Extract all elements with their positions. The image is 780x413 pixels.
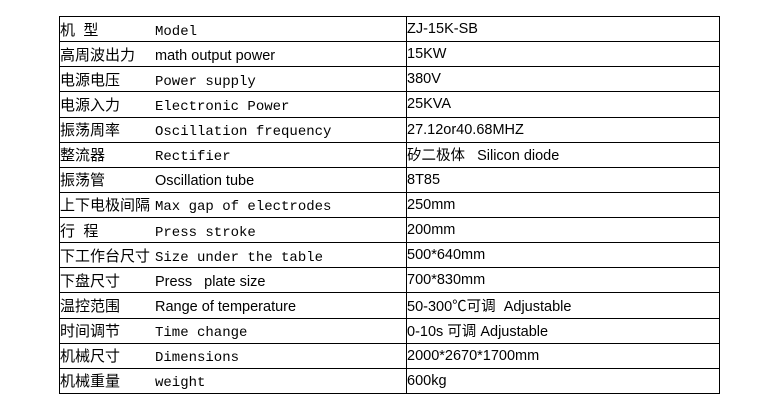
table-row-electrode-gap: 上下电极间隔 Max gap of electrodes 250mm [59, 191, 720, 219]
spec-label-cn: 振荡周率 [60, 122, 121, 140]
spec-value: 500*640mm [407, 247, 486, 264]
spec-label-cn: 机械尺寸 [60, 348, 121, 366]
spec-value: 0-10s 可调 Adjustable [407, 324, 549, 341]
spec-value-cell: 15KW [406, 41, 720, 68]
spec-value-cell: 250mm [406, 191, 720, 219]
table-row-model: 机 型 Model ZJ-15K-SB [59, 15, 720, 43]
spec-label-cn: 整流器 [60, 147, 106, 165]
spec-label-cn: 振荡管 [60, 172, 106, 190]
spec-label-cn: 行 程 [60, 222, 99, 240]
spec-label-en: weight [155, 375, 206, 392]
table-row-power-supply: 电源电压 Power supply 380V [59, 66, 720, 93]
spec-value-cell: 2000*2670*1700mm [406, 342, 720, 369]
spec-label-en: Rectifier [155, 149, 231, 166]
spec-label-cn: 上下电极间隔 [60, 197, 151, 215]
spec-label-cell: 整流器 Rectifier [59, 141, 407, 168]
table-row-output-power: 高周波出力 math output power 15KW [59, 41, 720, 68]
spec-label-cell: 机械重量 weight [59, 367, 407, 395]
spec-value: 600kg [407, 372, 447, 389]
table-row-press-plate-size: 下盘尺寸 Press plate size 700*830mm [59, 267, 720, 294]
spec-value-cell: 200mm [406, 216, 720, 244]
spec-label-en: Dimensions [155, 350, 240, 367]
spec-table: 机 型 Model ZJ-15K-SB 高周波出力 math output powe… [59, 15, 720, 395]
spec-label-cn: 电源电压 [60, 71, 121, 89]
spec-label-cell: 高周波出力 math output power [59, 41, 407, 68]
spec-label-en: Max gap of electrodes [155, 199, 332, 216]
spec-label-cell: 上下电极间隔 Max gap of electrodes [59, 191, 407, 219]
spec-value: 50-300℃可调 Adjustable [407, 298, 572, 315]
spec-value-cell: 700*830mm [406, 267, 720, 294]
spec-label-cell: 下工作台尺寸 Size under the table [59, 242, 407, 269]
table-row-electronic-power: 电源入力 Electronic Power 25KVA [59, 91, 720, 118]
spec-value-cell: ZJ-15K-SB [406, 15, 720, 43]
table-row-weight: 机械重量 weight 600kg [59, 367, 720, 395]
spec-value-cell: 25KVA [406, 91, 720, 118]
table-row-press-stroke: 行 程 Press stroke 200mm [59, 216, 720, 244]
spec-value-cell: 矽二极体 Silicon diode [406, 141, 720, 168]
spec-label-en: Oscillation tube [155, 173, 255, 190]
spec-value: 250mm [407, 196, 456, 213]
spec-label-cn: 下盘尺寸 [60, 272, 121, 290]
spec-value: 15KW [407, 46, 447, 63]
spec-label-cn: 机械重量 [60, 373, 121, 391]
spec-label-cn: 高周波出力 [60, 46, 136, 64]
spec-label-cell: 下盘尺寸 Press plate size [59, 267, 407, 294]
spec-label-cell: 行 程 Press stroke [59, 216, 407, 244]
spec-label-cn: 时间调节 [60, 323, 121, 341]
spec-value-cell: 50-300℃可调 Adjustable [406, 292, 720, 319]
spec-label-en: Power supply [155, 73, 256, 90]
spec-label-en: math output power [155, 47, 276, 64]
spec-value: 700*830mm [407, 272, 486, 289]
spec-label-cn: 温控范围 [60, 297, 121, 315]
spec-value: 200mm [407, 222, 456, 239]
spec-value: 380V [407, 71, 441, 88]
table-row-size-under-table: 下工作台尺寸 Size under the table 500*640mm [59, 242, 720, 269]
table-row-dimensions: 机械尺寸 Dimensions 2000*2670*1700mm [59, 342, 720, 369]
spec-value: 25KVA [407, 96, 452, 113]
spec-label-cell: 温控范围 Range of temperature [59, 292, 407, 319]
table-row-rectifier: 整流器 Rectifier 矽二极体 Silicon diode [59, 141, 720, 168]
spec-label-en: Time change [155, 325, 248, 342]
spec-label-en: Size under the table [155, 249, 324, 266]
spec-value: 27.12or40.68MHZ [407, 121, 524, 138]
spec-value-cell: 8T85 [406, 166, 720, 193]
spec-value: 2000*2670*1700mm [407, 347, 540, 364]
spec-label-en: Press stroke [155, 224, 256, 241]
spec-value-cell: 0-10s 可调 Adjustable [406, 317, 720, 344]
table-row-oscillation-tube: 振荡管 Oscillation tube 8T85 [59, 166, 720, 193]
table-row-temperature-range: 温控范围 Range of temperature 50-300℃可调 Adjus… [59, 292, 720, 319]
spec-value: 矽二极体 Silicon diode [407, 148, 560, 165]
spec-label-en: Oscillation frequency [155, 124, 332, 141]
spec-value-cell: 380V [406, 66, 720, 93]
spec-label-en: Model [155, 23, 198, 40]
spec-label-cn: 下工作台尺寸 [60, 247, 151, 265]
spec-label-cell: 机 型 Model [59, 15, 407, 43]
spec-table-body: 机 型 Model ZJ-15K-SB 高周波出力 math output powe… [59, 15, 720, 395]
table-row-time-change: 时间调节 Time change 0-10s 可调 Adjustable [59, 317, 720, 344]
spec-label-cell: 振荡周率 Oscillation frequency [59, 116, 407, 143]
spec-label-en: Press plate size [155, 273, 266, 290]
spec-label-cn: 电源入力 [60, 96, 121, 114]
spec-label-cell: 电源电压 Power supply [59, 66, 407, 93]
spec-value-cell: 600kg [406, 367, 720, 395]
spec-label-cell: 振荡管 Oscillation tube [59, 166, 407, 193]
spec-value-cell: 27.12or40.68MHZ [406, 116, 720, 143]
spec-value: 8T85 [407, 171, 441, 188]
spec-label-en: Electronic Power [155, 98, 290, 115]
spec-label-en: Range of temperature [155, 298, 297, 315]
spec-label-cn: 机 型 [60, 21, 99, 39]
spec-label-cell: 机械尺寸 Dimensions [59, 342, 407, 369]
spec-label-cell: 电源入力 Electronic Power [59, 91, 407, 118]
table-row-oscillation-frequency: 振荡周率 Oscillation frequency 27.12or40.68MH… [59, 116, 720, 143]
spec-label-cell: 时间调节 Time change [59, 317, 407, 344]
spec-value-cell: 500*640mm [406, 242, 720, 269]
spec-value: ZJ-15K-SB [407, 21, 478, 38]
